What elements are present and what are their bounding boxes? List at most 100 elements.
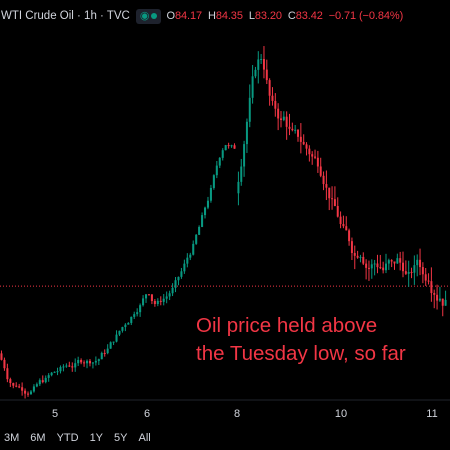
candle-body <box>285 116 288 127</box>
candle-body <box>9 379 12 384</box>
candle-body <box>165 296 168 299</box>
candle-body <box>29 391 33 395</box>
chart-legend: WTI Crude Oil · 1h · TVC ◉ O84.17 H84.35… <box>0 8 403 24</box>
high-value: 84.35 <box>215 10 243 22</box>
candle-body <box>171 287 174 294</box>
candle-body <box>56 371 59 373</box>
low-label: L <box>248 10 255 22</box>
low-value: 83.20 <box>254 10 282 22</box>
candle-body <box>282 116 285 120</box>
candle-body <box>83 362 86 364</box>
candle-body <box>21 387 24 391</box>
candle-body <box>183 263 186 272</box>
candle-body <box>109 342 112 349</box>
candle-body <box>224 145 227 151</box>
x-axis-ticks: 5 6 8 10 11 <box>52 408 438 420</box>
timeframe-ytd[interactable]: YTD <box>56 432 79 444</box>
candle-body <box>112 341 115 343</box>
candle-body <box>97 359 100 361</box>
timeframe-6m[interactable]: 6M <box>30 432 46 444</box>
candle-body <box>218 157 221 166</box>
candle-body <box>103 352 106 354</box>
candle-body <box>230 145 233 147</box>
candle-body <box>156 300 159 305</box>
candle-body <box>297 129 300 137</box>
candle-body <box>331 198 334 200</box>
candle-body <box>59 367 62 372</box>
timeframe-5y[interactable]: 5Y <box>114 432 128 444</box>
x-tick-label: 6 <box>144 408 150 420</box>
open-label: O <box>166 10 175 22</box>
candle-body <box>65 365 68 367</box>
candle-body <box>387 260 390 264</box>
symbol-title[interactable]: WTI Crude Oil · 1h · TVC <box>1 10 130 22</box>
candle-body <box>192 243 195 255</box>
candle-body <box>212 175 215 188</box>
candle-body <box>316 157 319 167</box>
candle-body <box>144 294 148 299</box>
candle-body <box>336 205 339 217</box>
candles-group <box>0 46 447 399</box>
candle-body <box>424 274 427 281</box>
eye-icon[interactable]: ◉ <box>139 9 150 22</box>
candle-body <box>421 267 424 275</box>
candle-body <box>91 362 94 364</box>
candle-body <box>44 377 47 383</box>
candle-body <box>118 330 121 335</box>
candle-body <box>159 300 162 302</box>
candle-body <box>314 156 317 158</box>
candle-body <box>0 353 3 360</box>
timeframe-1y[interactable]: 1Y <box>89 432 104 444</box>
close-label: C <box>287 10 296 22</box>
candle-body <box>227 145 230 147</box>
candle-body <box>268 80 271 96</box>
candle-body <box>215 165 218 176</box>
candle-body <box>206 200 210 208</box>
candle-body <box>139 305 142 313</box>
candle-body <box>168 293 171 297</box>
candle-body <box>85 360 89 364</box>
candle-body <box>100 352 103 360</box>
candle-body <box>15 385 18 387</box>
candle-body <box>237 181 240 194</box>
candle-body <box>32 386 35 392</box>
candle-body <box>130 316 133 323</box>
candle-body <box>402 262 405 272</box>
legend-icon-group[interactable]: ◉ <box>135 8 162 24</box>
candle-body <box>180 271 183 277</box>
candle-body <box>47 375 50 378</box>
candle-body <box>384 263 387 271</box>
candle-body <box>436 294 439 301</box>
timeframe-bar: 3M 6M YTD 1Y 5Y All <box>4 432 151 448</box>
candle-body <box>274 100 277 109</box>
candle-body <box>203 207 207 216</box>
candle-body <box>393 261 396 264</box>
dot-icon[interactable] <box>151 13 158 19</box>
candle-body <box>265 69 268 81</box>
candle-body <box>133 314 136 317</box>
candle-body <box>243 144 246 167</box>
candle-body <box>186 257 189 264</box>
change-value: −0.71 (−0.84%) <box>328 10 404 22</box>
candle-body <box>367 267 370 269</box>
timeframe-3m[interactable]: 3M <box>4 432 20 444</box>
candle-body <box>50 372 53 376</box>
annotation-line-2: the Tuesday low, so far <box>196 342 406 365</box>
candle-body <box>245 121 248 145</box>
candle-body <box>407 271 410 274</box>
candle-body <box>362 256 365 264</box>
ohlc-values: O84.17 H84.35 L83.20 C83.42 −0.71 (−0.84… <box>166 10 403 22</box>
candle-body <box>121 327 124 331</box>
close-value: 83.42 <box>295 10 323 22</box>
candle-body <box>404 271 407 274</box>
candle-body <box>382 267 385 271</box>
candle-body <box>376 263 379 268</box>
candle-body <box>370 264 373 269</box>
candle-body <box>390 260 393 262</box>
candle-body <box>339 216 342 225</box>
candle-body <box>77 360 80 364</box>
timeframe-all[interactable]: All <box>138 432 151 444</box>
candle-body <box>124 324 127 328</box>
candle-body <box>94 360 97 363</box>
